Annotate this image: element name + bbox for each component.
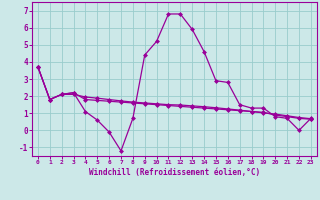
X-axis label: Windchill (Refroidissement éolien,°C): Windchill (Refroidissement éolien,°C) (89, 168, 260, 177)
